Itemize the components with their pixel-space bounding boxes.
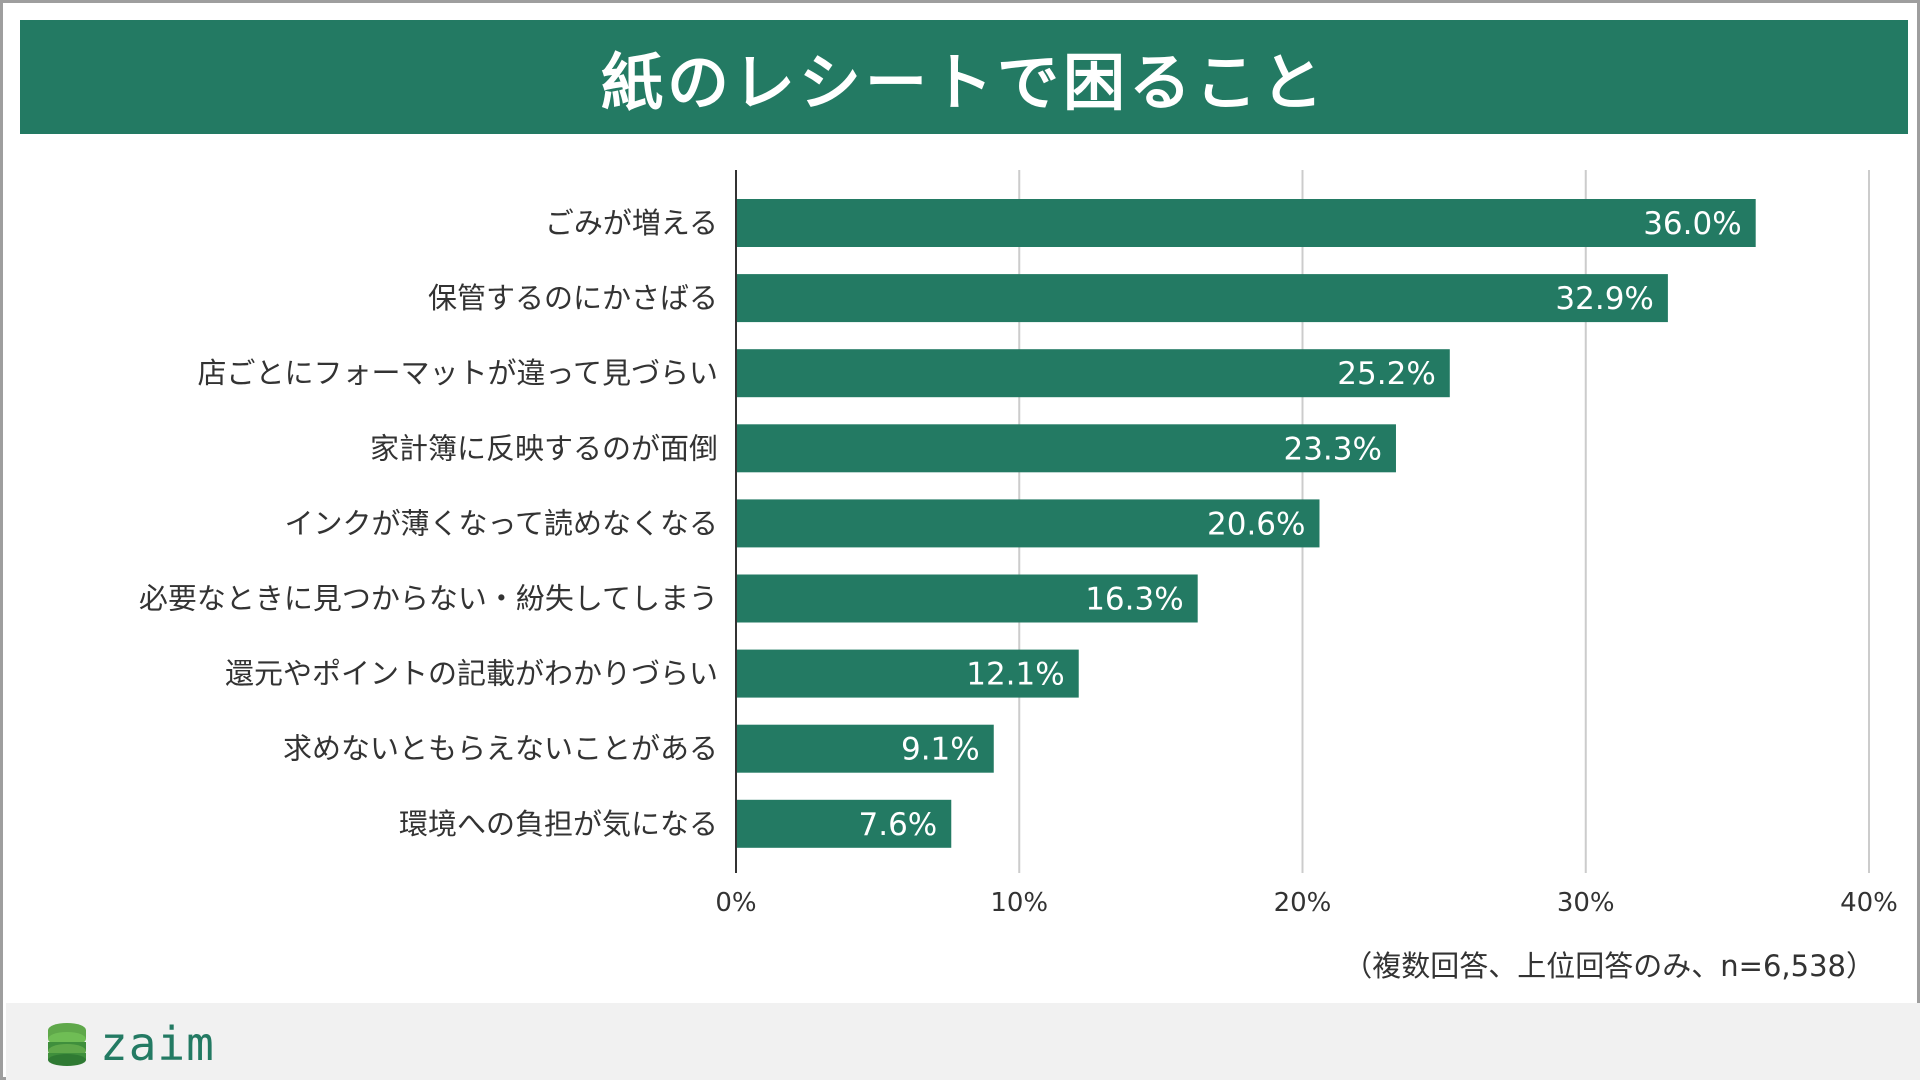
bar bbox=[737, 424, 1396, 473]
bar bbox=[737, 274, 1668, 323]
title-banner: 紙のレシートで困ること bbox=[20, 20, 1908, 134]
data-label: 9.1% bbox=[901, 732, 980, 768]
category-label: 保管するのにかさばる bbox=[428, 281, 718, 315]
tick-label: 40% bbox=[1840, 888, 1898, 918]
tick-label: 30% bbox=[1557, 888, 1615, 918]
zaim-logo: zaim bbox=[44, 1017, 215, 1071]
survey-note: （複数回答、上位回答のみ、n=6,538） bbox=[1343, 949, 1875, 983]
tick-label: 20% bbox=[1274, 888, 1332, 918]
category-label: 還元やポイントの記載がわかりづらい bbox=[225, 657, 718, 691]
category-label: ごみが増える bbox=[545, 206, 718, 240]
category-label: インクが薄くなって読めなくなる bbox=[284, 506, 718, 540]
data-label: 25.2% bbox=[1337, 356, 1435, 392]
category-label: 家計簿に反映するのが面倒 bbox=[370, 431, 718, 465]
category-label: 環境への負担が気になる bbox=[399, 807, 718, 841]
bar bbox=[737, 499, 1320, 548]
bar-chart: ごみが増える 36.0% 保管するのにかさばる 32.9% 店ごとにフォーマットが違って… bbox=[139, 170, 1898, 918]
data-label: 12.1% bbox=[966, 657, 1064, 693]
category-label: 必要なときに見つからない・紛失してしまう bbox=[139, 582, 718, 616]
chart-title: 紙のレシートで困ること bbox=[600, 46, 1327, 119]
data-label: 16.3% bbox=[1085, 582, 1183, 618]
brand-name: zaim bbox=[100, 1017, 215, 1071]
data-label: 20.6% bbox=[1207, 506, 1305, 542]
data-label: 23.3% bbox=[1283, 431, 1381, 467]
data-label: 32.9% bbox=[1555, 281, 1653, 317]
coin-stack-icon bbox=[48, 1023, 86, 1066]
category-label: 店ごとにフォーマットが違って見づらい bbox=[197, 356, 718, 390]
data-label: 7.6% bbox=[859, 807, 938, 843]
footer: zaim bbox=[6, 1003, 1920, 1080]
tick-label: 0% bbox=[715, 888, 756, 918]
bar bbox=[737, 199, 1756, 247]
data-label: 36.0% bbox=[1643, 206, 1741, 242]
tick-label: 10% bbox=[990, 888, 1048, 918]
bar bbox=[737, 574, 1198, 623]
bar bbox=[737, 349, 1450, 398]
category-label: 求めないともらえないことがある bbox=[283, 732, 718, 766]
bar bbox=[737, 724, 994, 773]
bar bbox=[737, 799, 952, 848]
bar bbox=[737, 649, 1079, 698]
